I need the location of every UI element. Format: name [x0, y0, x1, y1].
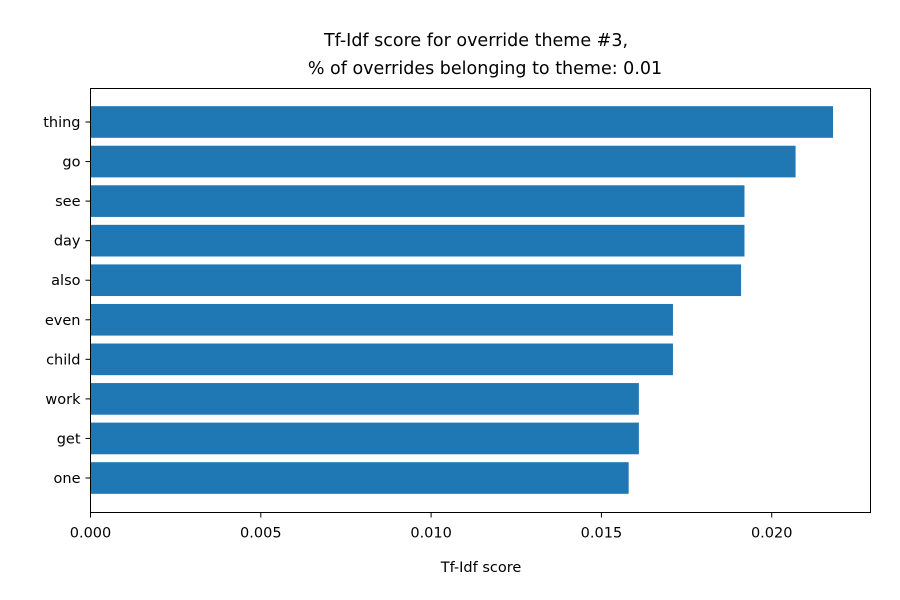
y-tick-label-child: child — [46, 352, 80, 368]
bar-work — [90, 383, 639, 415]
bar-get — [90, 422, 639, 455]
y-tick-label-thing: thing — [43, 115, 80, 131]
bar-also — [90, 264, 742, 297]
y-tick-label-go: go — [62, 155, 80, 171]
x-axis-label: Tf-Idf score — [440, 560, 522, 576]
bar-day — [90, 224, 745, 257]
x-tick-label: 0.000 — [70, 526, 112, 542]
y-axis-ticks: thing go see day also even child work get one — [43, 115, 91, 487]
bar-go — [90, 145, 796, 178]
x-tick-label: 0.010 — [410, 526, 452, 542]
bar-thing — [90, 106, 834, 138]
bars-group — [90, 106, 834, 494]
x-axis-ticks: 0.000 0.005 0.010 0.015 0.020 — [70, 512, 793, 542]
y-tick-label-one: one — [54, 471, 81, 487]
y-tick-label-get: get — [57, 431, 81, 447]
bar-even — [90, 303, 673, 336]
y-tick-label-day: day — [54, 234, 81, 250]
bar-one — [90, 462, 629, 494]
y-tick-label-even: even — [45, 313, 81, 329]
y-tick-label-also: also — [51, 273, 80, 289]
x-tick-label: 0.005 — [240, 526, 282, 542]
bar-child — [90, 343, 673, 376]
x-tick-label: 0.020 — [751, 526, 793, 542]
y-tick-label-work: work — [45, 392, 81, 408]
chart-subtitle: % of overrides belonging to theme: 0.01 — [308, 59, 662, 79]
plot-frame — [90, 88, 871, 513]
x-tick-label: 0.015 — [581, 526, 623, 542]
y-tick-label-see: see — [55, 194, 80, 210]
bar-see — [90, 185, 745, 217]
chart-title: Tf-Idf score for override theme #3, — [323, 31, 628, 51]
